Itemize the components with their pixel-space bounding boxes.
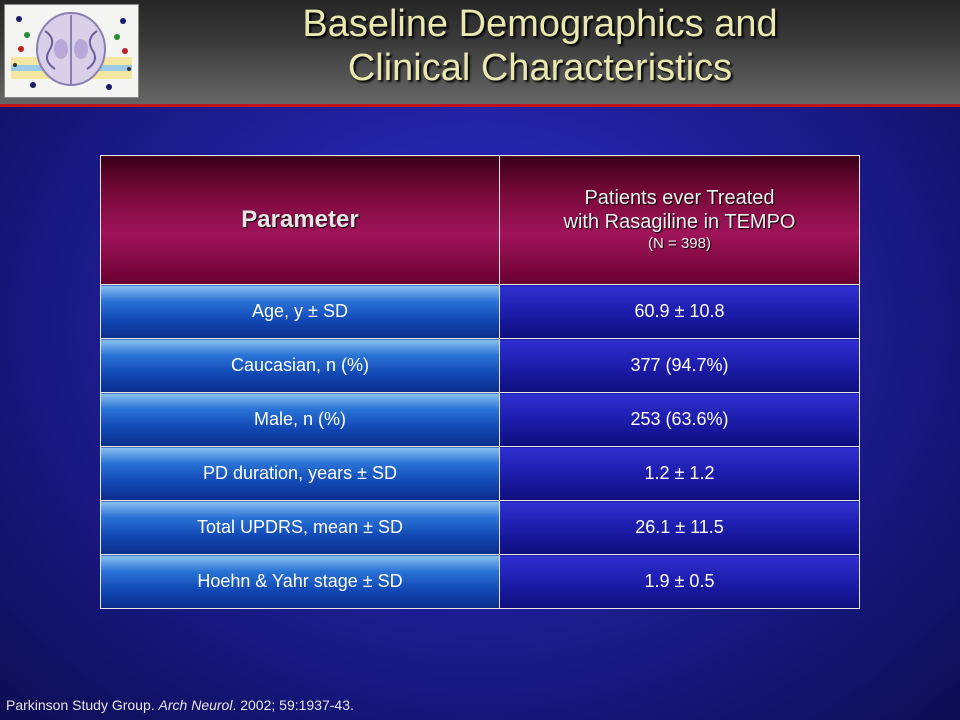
table-row: Hoehn & Yahr stage ± SD 1.9 ± 0.5 <box>100 554 860 609</box>
row-parameter: Age, y ± SD <box>100 284 500 339</box>
table-row: Male, n (%) 253 (63.6%) <box>100 392 860 447</box>
row-parameter: Caucasian, n (%) <box>100 338 500 393</box>
row-value: 60.9 ± 10.8 <box>499 284 860 339</box>
row-value: 1.2 ± 1.2 <box>499 446 860 501</box>
citation-journal: Arch Neurol <box>158 697 233 713</box>
row-value: 253 (63.6%) <box>499 392 860 447</box>
row-parameter: Total UPDRS, mean ± SD <box>100 500 500 555</box>
header-patients: Patients ever Treated with Rasagiline in… <box>499 155 860 285</box>
row-parameter: PD duration, years ± SD <box>100 446 500 501</box>
table-row: Caucasian, n (%) 377 (94.7%) <box>100 338 860 393</box>
table-header-row: Parameter Patients ever Treated with Ras… <box>100 155 860 285</box>
title-line-1: Baseline Demographics and <box>302 3 778 45</box>
citation-authors: Parkinson Study Group. <box>6 697 155 713</box>
header-patients-n: (N = 398) <box>648 235 711 252</box>
citation: Parkinson Study Group. Arch Neurol. 2002… <box>6 697 354 713</box>
demographics-table: Parameter Patients ever Treated with Ras… <box>100 155 860 609</box>
table-row: Age, y ± SD 60.9 ± 10.8 <box>100 284 860 339</box>
table-row: Total UPDRS, mean ± SD 26.1 ± 11.5 <box>100 500 860 555</box>
title-bar <box>0 0 960 104</box>
table-row: PD duration, years ± SD 1.2 ± 1.2 <box>100 446 860 501</box>
title-line-2: Clinical Characteristics <box>347 47 733 89</box>
slide-title: Baseline Demographics and Clinical Chara… <box>140 2 940 90</box>
row-value: 1.9 ± 0.5 <box>499 554 860 609</box>
title-divider <box>0 104 960 107</box>
row-value: 26.1 ± 11.5 <box>499 500 860 555</box>
header-patients-line2: with Rasagiline in TEMPO <box>563 211 796 233</box>
citation-details: . 2002; 59:1937-43. <box>232 697 354 713</box>
header-parameter: Parameter <box>100 155 500 285</box>
brain-scan-icon <box>4 4 139 98</box>
row-parameter: Hoehn & Yahr stage ± SD <box>100 554 500 609</box>
header-patients-line1: Patients ever Treated <box>584 187 775 209</box>
row-parameter: Male, n (%) <box>100 392 500 447</box>
row-value: 377 (94.7%) <box>499 338 860 393</box>
